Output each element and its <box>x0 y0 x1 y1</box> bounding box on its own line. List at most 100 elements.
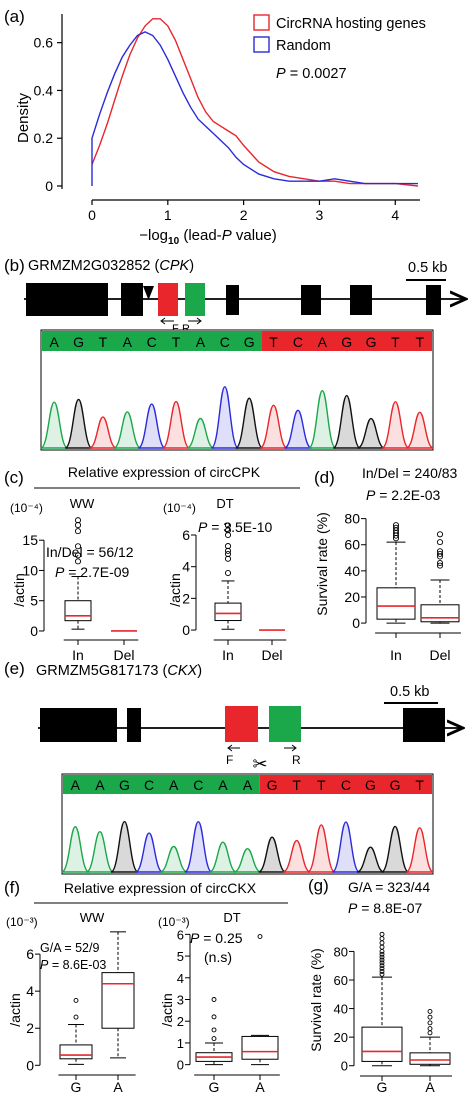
chromatogram-peak <box>284 409 312 449</box>
base-letter: A <box>169 777 179 793</box>
gene-title-ckx: GRMZM5G817173 (CKX) <box>36 663 202 679</box>
y-tick-label: 20 <box>334 1030 348 1045</box>
outlier-point <box>427 1026 433 1032</box>
subplot-title: WW <box>70 496 95 511</box>
y-tick-label: 2 <box>177 1014 184 1029</box>
ylabel: Survival rate (%) <box>314 512 330 615</box>
y-tick-label: 15 <box>22 532 38 548</box>
box <box>64 600 92 622</box>
x-tick-label: 2 <box>240 207 248 223</box>
base-letter: C <box>220 334 230 350</box>
x-tick-label: Del <box>429 647 450 663</box>
base-letter: A <box>50 334 60 350</box>
y-tick-label: 6 <box>26 946 34 962</box>
chromatogram-peak <box>259 404 288 449</box>
base-letter: G <box>73 334 84 350</box>
y-tick-label: 0 <box>26 1057 34 1073</box>
y-tick-label: 60 <box>334 973 348 988</box>
legend: CircRNA hosting genes Random <box>253 14 426 54</box>
chromatogram-peak <box>186 417 215 449</box>
box <box>376 587 416 620</box>
base-letter: T <box>292 777 301 793</box>
panel-d: (d) In/Del = 240/83 P = 2.2E-03 Survival… <box>314 465 461 663</box>
outlier-point <box>379 948 385 954</box>
sequence-segment-upstream <box>63 775 260 794</box>
primer-r-label: R <box>182 323 190 335</box>
boxplot-survival-cpk: 0 20 40 60 80 In Del <box>344 511 461 663</box>
boxplot-circcpk-ww: WW (10⁻⁴) /actin In/Del = 56/12 P = 2.7E… <box>10 496 139 663</box>
chromatogram-peak <box>307 824 336 873</box>
y-tick-label: 40 <box>344 563 360 579</box>
exon-block <box>121 283 143 316</box>
panel-a: (a) Density 0 0.2 0.4 0.6 0 1 2 3 4 CircRNA hos… <box>4 7 426 247</box>
outlier-point <box>74 543 82 550</box>
chromatogram-peak <box>61 826 90 873</box>
panel-c-label: (c) <box>4 468 24 487</box>
y-tick-label: 1 <box>177 1036 184 1051</box>
outlier-point <box>379 971 385 977</box>
axis-exponent: (10⁻³) <box>6 915 38 929</box>
y-tick-label: 3 <box>177 993 184 1008</box>
subplot-title: WW <box>80 910 105 925</box>
exon-block <box>350 285 372 315</box>
boxplot-circcpk-dt: DT (10⁻⁴) /actin P = 3.5E-10 0 2 4 6 In Del <box>163 496 287 663</box>
y-tick-label: 0 <box>352 615 360 631</box>
series-line-random <box>91 31 418 186</box>
primer-arrows: F R <box>160 317 202 335</box>
x-tick-label: G <box>71 1079 82 1095</box>
chromatogram-peak <box>184 820 213 873</box>
base-letter: C <box>193 777 203 793</box>
y-tick-label: 0 <box>177 1058 184 1073</box>
stat-pvalue: P = 8.6E-03 <box>40 958 106 972</box>
panel-c-header: Relative expression of circCPK <box>68 464 261 480</box>
y-tick-label: 4 <box>26 983 34 999</box>
y-tick-label: 40 <box>334 1002 348 1017</box>
box <box>214 602 242 622</box>
panel-f-label: (f) <box>4 878 20 897</box>
outlier-point <box>392 524 400 531</box>
base-letter: A <box>95 777 105 793</box>
outlier-point <box>379 957 385 963</box>
x-tick-label: A <box>113 1079 123 1095</box>
y-tick-label: 10 <box>22 562 38 578</box>
outlier-point <box>436 548 444 555</box>
axis-exponent: (10⁻³) <box>158 915 190 929</box>
outlier-point <box>73 1014 79 1020</box>
exon-block <box>403 708 445 742</box>
circ-exon-red <box>225 706 258 742</box>
y-tick-label: 6 <box>177 927 184 942</box>
panel-e-label: (e) <box>4 659 25 678</box>
chromatogram-peak <box>137 403 166 449</box>
outlier-point <box>379 931 385 937</box>
base-letter: A <box>218 777 228 793</box>
stat-pvalue: P = 8.8E-07 <box>348 900 423 916</box>
exon-block <box>40 708 117 742</box>
primer-r-label: R <box>292 753 301 767</box>
chromatogram-peak <box>159 845 188 873</box>
sequence-segment-downstream <box>261 331 432 351</box>
sequence-segment-downstream <box>259 775 432 794</box>
chromatogram-peak <box>113 411 142 449</box>
chromatogram-peak <box>110 820 139 873</box>
exon-block <box>127 708 141 742</box>
chromatogram-peak <box>308 389 337 449</box>
x-tick-label: 4 <box>391 207 399 223</box>
legend-swatch-circrna <box>253 14 270 31</box>
chromatogram-peak <box>356 846 385 873</box>
ylabel: /actin <box>167 573 183 606</box>
base-letter: T <box>415 777 424 793</box>
box <box>409 1052 451 1065</box>
ylabel: /actin <box>159 993 175 1026</box>
primer-arrows: F R <box>226 744 301 767</box>
circ-exon-red <box>158 283 178 316</box>
panel-a-xlabel: −log10 (lead-P value) <box>139 227 276 247</box>
outlier-point <box>379 968 385 974</box>
outlier-point <box>436 562 444 569</box>
chromatogram-peak <box>381 401 410 449</box>
outlier-point <box>224 569 232 577</box>
y-tick-label: 0 <box>45 178 53 194</box>
sequence-segment-upstream <box>42 331 262 351</box>
chromatogram-peak <box>233 848 262 873</box>
chromatogram-peak <box>40 401 69 449</box>
